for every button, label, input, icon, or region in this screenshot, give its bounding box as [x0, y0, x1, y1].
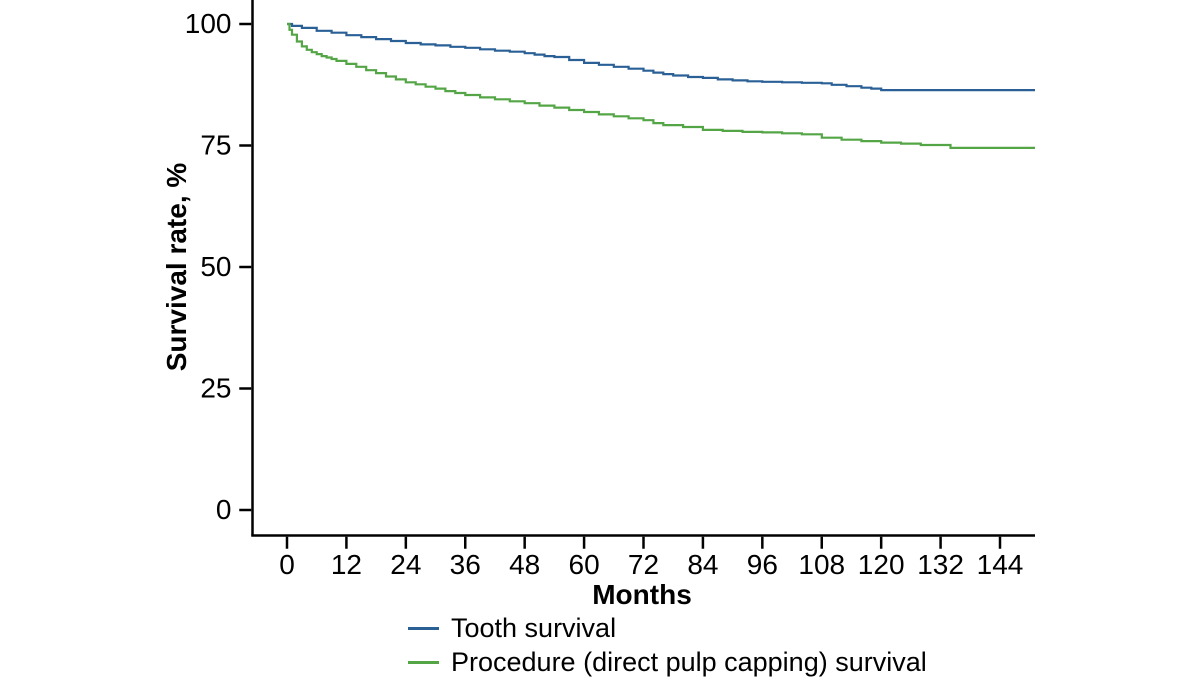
x-tick-label: 48	[509, 549, 540, 580]
y-axis-title: Survival rate, %	[161, 162, 192, 372]
legend-label-procedure-survival: Procedure (direct pulp capping) survival	[451, 646, 927, 677]
x-tick-label: 108	[798, 549, 845, 580]
legend-line-swatch-tooth-survival	[408, 626, 439, 630]
y-tick-label: 100	[185, 8, 232, 39]
y-tick-label: 0	[216, 494, 232, 525]
y-tick-label: 75	[200, 130, 231, 161]
y-tick-label: 25	[200, 373, 231, 404]
x-tick-label: 36	[450, 549, 481, 580]
survival-curve-tooth	[287, 22, 1035, 92]
x-tick-label: 24	[390, 549, 421, 580]
legend-item-tooth-survival: Tooth survival	[408, 611, 927, 645]
x-tick-label: 96	[747, 549, 778, 580]
legend-item-procedure-survival: Procedure (direct pulp capping) survival	[408, 645, 927, 679]
x-tick-label: 84	[687, 549, 718, 580]
survival-curve-procedure	[287, 22, 1035, 149]
x-tick-label: 0	[279, 549, 295, 580]
legend-label-tooth-survival: Tooth survival	[451, 612, 617, 643]
x-tick-label: 132	[917, 549, 964, 580]
chart-legend: Tooth survival Procedure (direct pulp ca…	[408, 611, 927, 679]
x-tick-label: 12	[331, 549, 362, 580]
x-tick-label: 144	[977, 549, 1024, 580]
x-tick-label: 60	[569, 549, 600, 580]
x-tick-label: 72	[628, 549, 659, 580]
legend-line-swatch-procedure-survival	[408, 660, 439, 664]
x-axis-title: Months	[592, 579, 692, 610]
y-tick-label: 50	[200, 251, 231, 282]
x-tick-label: 120	[858, 549, 905, 580]
